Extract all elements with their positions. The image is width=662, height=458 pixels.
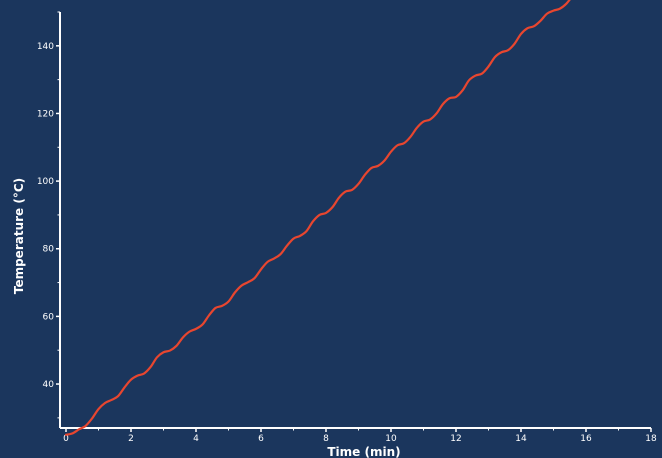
x-tick-label: 18 [645,434,657,444]
x-axis-title: Time (min) [327,445,400,458]
y-tick-label: 120 [37,109,54,119]
temperature-series-line [64,0,571,436]
y-tick-label: 60 [43,312,55,322]
x-tick-label: 8 [323,434,329,444]
x-tick-label: 2 [128,434,134,444]
y-tick-label: 80 [43,245,55,255]
x-tick-label: 0 [63,434,69,444]
series-layer [64,0,571,436]
y-axis-title: Temperature (°C) [12,178,26,294]
x-tick-label: 16 [580,434,592,444]
y-tick-label: 40 [43,380,55,390]
y-tick-label: 100 [37,177,54,187]
x-tick-label: 6 [258,434,264,444]
x-tick-label: 4 [193,434,199,444]
y-tick-label: 140 [37,42,54,52]
x-axis: 0 2 4 6 8 10 12 14 16 18 [60,427,657,444]
y-axis: 40 60 80 100 120 140 [37,11,61,428]
x-tick-label: 12 [450,434,461,444]
x-tick-label: 10 [385,434,397,444]
x-tick-label: 14 [515,434,527,444]
